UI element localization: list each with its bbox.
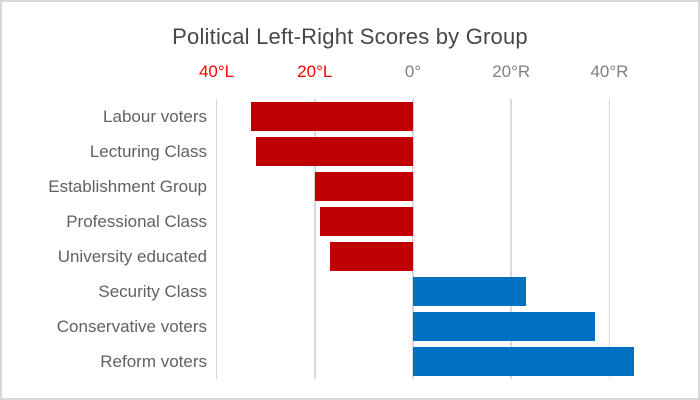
- bar-reform-voters: [413, 347, 635, 376]
- chart-title: Political Left-Right Scores by Group: [172, 24, 528, 49]
- category-label-labour-voters: Labour voters: [103, 107, 207, 126]
- category-label-establishment-group: Establishment Group: [48, 177, 207, 196]
- bar-establishment-group: [314, 172, 413, 201]
- category-label-reform-voters: Reform voters: [100, 352, 207, 371]
- gridline-20-l: [314, 99, 316, 379]
- category-label-lecturing-class: Lecturing Class: [89, 142, 207, 161]
- category-label-university-educated: University educated: [57, 247, 207, 266]
- category-label-conservative-voters: Conservative voters: [56, 317, 207, 336]
- gridline-40-r: [608, 99, 611, 379]
- gridline-40-l: [215, 99, 218, 379]
- bar-labour-voters: [250, 102, 413, 131]
- x-tick-label-40-l: 40°L: [198, 62, 235, 81]
- category-label-professional-class: Professional Class: [66, 212, 207, 231]
- gridline-20-r: [510, 99, 512, 379]
- x-tick-label-0-: 0°: [404, 62, 422, 81]
- bar-university-educated: [329, 242, 413, 271]
- bar-security-class: [413, 277, 526, 306]
- x-tick-label-20-r: 20°R: [492, 62, 531, 81]
- bar-professional-class: [319, 207, 413, 236]
- category-label-security-class: Security Class: [98, 282, 207, 301]
- bar-lecturing-class: [255, 137, 413, 166]
- x-tick-label-40-r: 40°R: [590, 62, 629, 81]
- bar-conservative-voters: [413, 312, 595, 341]
- gridline-0-: [412, 99, 414, 379]
- x-tick-label-20-l: 20°L: [297, 62, 333, 81]
